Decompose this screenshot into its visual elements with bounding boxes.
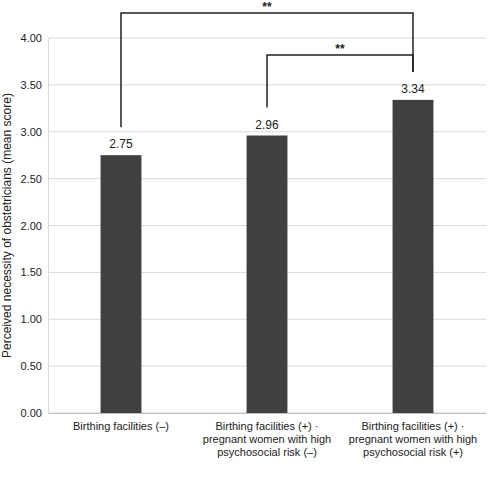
y-tick: 0.50 [21,360,48,372]
label-line: Birthing facilities (–) [73,420,169,432]
label-line: pregnant women with high [203,433,331,445]
x-tick-label: Birthing facilities (+) ·pregnant women … [349,420,477,458]
bar [101,155,142,413]
data-label: 3.34 [401,82,425,96]
label-line: psychosocial risk (–) [217,446,317,458]
grid-line [48,38,486,39]
x-tick-label: Birthing facilities (–) [73,420,169,432]
bar [247,136,288,414]
label-line: Birthing facilities (+) · [215,420,318,432]
y-tick-label: 0.50 [21,360,42,372]
label-line: psychosocial risk (+) [363,446,463,458]
y-tick-label: 4.00 [21,32,42,44]
data-label: 2.96 [255,118,279,132]
y-tick-label: 3.50 [21,79,42,91]
x-axis-line [49,413,487,414]
x-tick: Birthing facilities (+) ·pregnant women … [203,413,331,458]
bar [393,100,434,413]
annotations: ** ** [121,0,413,127]
y-tick-label: 1.50 [21,266,42,278]
label-line: pregnant women with high [349,433,477,445]
chart: 0.00 0.50 1.00 1.50 2.00 2.50 3.00 3.50 4.00 Birt… [0,0,490,500]
y-tick-label: 1.00 [21,313,42,325]
bars [101,100,434,413]
y-tick: 1.50 [21,266,48,278]
x-axis: Birthing facilities (–) Birthing faciliti… [49,413,487,458]
y-tick: 3.00 [21,126,48,138]
y-axis: 0.00 0.50 1.00 1.50 2.00 2.50 3.00 3.50 4.00 [21,32,49,419]
y-axis-line [48,39,49,414]
data-label: 2.75 [109,137,133,151]
y-axis-title: Perceived necessity of obstetricians (me… [0,93,14,358]
significance-label: ** [262,0,272,14]
x-tick: Birthing facilities (–) [73,413,169,432]
y-tick: 2.50 [21,173,48,185]
significance-bracket [267,55,413,108]
y-tick: 1.00 [21,313,48,325]
significance-label: ** [335,42,345,56]
y-tick-label: 2.00 [21,220,42,232]
y-tick: 2.00 [21,220,48,232]
y-tick: 4.00 [21,32,48,44]
x-tick: Birthing facilities (+) ·pregnant women … [349,413,477,458]
y-tick-label: 2.50 [21,173,42,185]
y-tick-label: 3.00 [21,126,42,138]
significance-bracket [121,13,413,127]
y-tick: 3.50 [21,79,48,91]
y-tick-label: 0.00 [21,407,42,419]
x-tick-label: Birthing facilities (+) ·pregnant women … [203,420,331,458]
grid [48,38,486,413]
y-tick: 0.00 [21,407,48,419]
label-line: Birthing facilities (+) · [361,420,464,432]
